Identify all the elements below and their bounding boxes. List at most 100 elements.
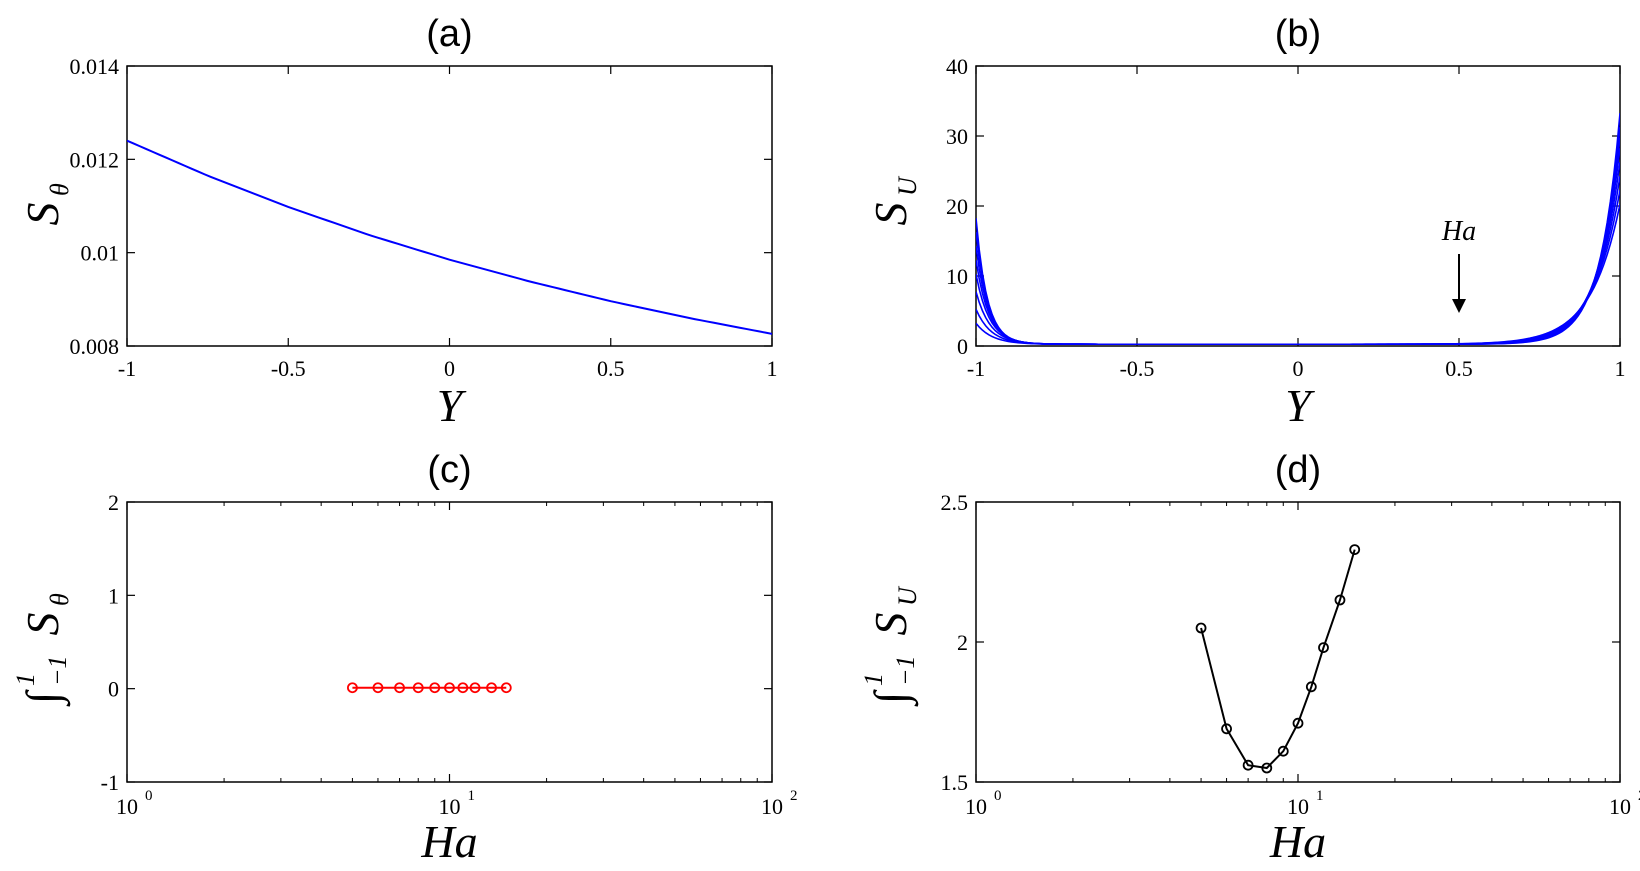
x-tick-exponent-d: 2	[1638, 788, 1640, 804]
integral-sign-c: ∫	[17, 689, 71, 707]
y-axis-label-a: Sθ	[17, 183, 74, 226]
x-tick-label-b: 1	[1615, 356, 1626, 381]
plot-frame-d	[975, 501, 1621, 783]
y-axis-subscript-d: U	[893, 585, 922, 606]
data-point-c	[469, 682, 481, 694]
x-tick-label-c: 10	[761, 794, 783, 819]
y-tick-label-a: 0.012	[70, 147, 120, 172]
x-axis-label-c: Ha	[420, 816, 477, 867]
data-point-c	[500, 682, 512, 694]
x-tick-label-a: 0	[444, 356, 455, 381]
x-tick-label-d: 10	[965, 794, 987, 819]
x-tick-label-b: -1	[967, 356, 985, 381]
data-point-d	[1292, 717, 1304, 729]
family-curve-b	[976, 162, 1620, 346]
y-axis-label-d: ∫ 1 −1 SU	[859, 585, 922, 707]
family-curve-b	[976, 113, 1620, 346]
y-tick-label-a: 0.01	[81, 241, 120, 266]
data-point-c	[486, 682, 497, 694]
x-tick-label-b: 0.5	[1445, 356, 1473, 381]
panel-title-a: (a)	[426, 13, 472, 55]
family-curve-b	[976, 204, 1620, 346]
x-tick-label-a: 1	[767, 356, 778, 381]
data-point-d	[1195, 622, 1207, 634]
x-tick-exponent-c: 1	[468, 788, 476, 804]
data-point-d	[1305, 681, 1317, 693]
x-axis-label-b: Y	[1285, 380, 1315, 431]
data-point-d	[1221, 723, 1232, 735]
plot-area-a	[127, 139, 772, 335]
integral-lower-limit-d: −1	[891, 655, 920, 686]
y-tick-label-b: 30	[946, 124, 968, 149]
y-tick-label-d: 2	[957, 630, 968, 655]
family-curve-b	[976, 127, 1620, 346]
x-tick-label-a: -0.5	[271, 356, 306, 381]
y-tick-label-b: 10	[946, 264, 968, 289]
x-tick-label-d: 10	[1609, 794, 1631, 819]
y-axis-label-b: SU	[865, 175, 922, 226]
y-axis-symbol-c: S	[17, 613, 68, 636]
plot-frame-c	[126, 501, 773, 783]
data-point-d	[1334, 594, 1346, 606]
data-point-d	[1318, 642, 1329, 653]
y-axis-symbol-d: S	[865, 613, 916, 636]
family-curve-b	[976, 176, 1620, 346]
panel-title-b: (b)	[1275, 13, 1321, 55]
data-point-c	[347, 682, 358, 694]
y-axis-symbol-b: S	[865, 203, 916, 226]
y-tick-label-c: 0	[108, 677, 119, 702]
data-point-c	[444, 682, 455, 694]
y-axis-symbol-a: S	[17, 203, 68, 226]
x-tick-label-c: 10	[116, 794, 138, 819]
data-point-c	[429, 682, 441, 694]
annotation-label-b: Ha	[1441, 216, 1476, 247]
data-point-c	[412, 682, 424, 694]
integral-sign-d: ∫	[865, 689, 919, 707]
panel-a: (a) -1 -0.5 0 0.5 1 0.008 0.01 0.012 0.014 Y Sθ	[17, 13, 778, 431]
y-tick-label-a: 0.008	[70, 334, 120, 359]
integral-lower-limit-c: −1	[43, 655, 72, 686]
integral-upper-limit-c: 1	[11, 673, 40, 686]
series-line-d	[1200, 549, 1356, 770]
y-tick-label-d: 2.5	[941, 490, 969, 515]
data-point-d	[1349, 544, 1361, 555]
panel-title-d: (d)	[1275, 449, 1321, 491]
annotation-arrow-head-b	[1452, 299, 1466, 313]
data-point-d	[1242, 759, 1254, 771]
y-tick-label-a: 0.014	[70, 54, 120, 79]
y-tick-label-c: 2	[108, 490, 119, 515]
integral-upper-limit-d: 1	[859, 673, 888, 686]
y-axis-subscript-c: θ	[45, 593, 74, 606]
y-axis-subscript-a: θ	[45, 183, 74, 196]
plot-area-b	[976, 113, 1620, 346]
panel-title-c: (c)	[427, 449, 471, 491]
y-tick-label-b: 0	[957, 334, 968, 359]
family-curve-b	[976, 148, 1620, 346]
data-point-c	[457, 682, 469, 694]
family-curve-b	[976, 190, 1620, 346]
plot-area-d	[1195, 544, 1361, 774]
x-axis-label-d: Ha	[1269, 816, 1326, 867]
y-tick-label-b: 40	[946, 54, 968, 79]
x-tick-exponent-c: 0	[145, 788, 153, 804]
data-point-d	[1261, 762, 1273, 774]
x-tick-label-a: -1	[118, 356, 136, 381]
y-axis-subscript-b: U	[893, 175, 922, 196]
data-point-d	[1277, 745, 1289, 757]
panel-d: (d)1001011021.522.5Ha∫1−1SU	[859, 449, 1640, 867]
plot-area-c	[347, 682, 512, 694]
x-tick-label-b: 0	[1293, 356, 1304, 381]
plot-frame-a	[126, 65, 773, 347]
x-tick-exponent-d: 0	[994, 788, 1002, 804]
y-tick-label-c: 1	[108, 583, 119, 608]
x-tick-label-d: 10	[1287, 794, 1309, 819]
y-axis-label-c: ∫ 1 −1 Sθ	[11, 593, 74, 707]
data-point-c	[394, 682, 405, 694]
x-tick-label-c: 10	[439, 794, 461, 819]
family-curve-b	[976, 137, 1620, 346]
data-point-c	[372, 682, 384, 694]
x-tick-exponent-c: 2	[790, 788, 798, 804]
